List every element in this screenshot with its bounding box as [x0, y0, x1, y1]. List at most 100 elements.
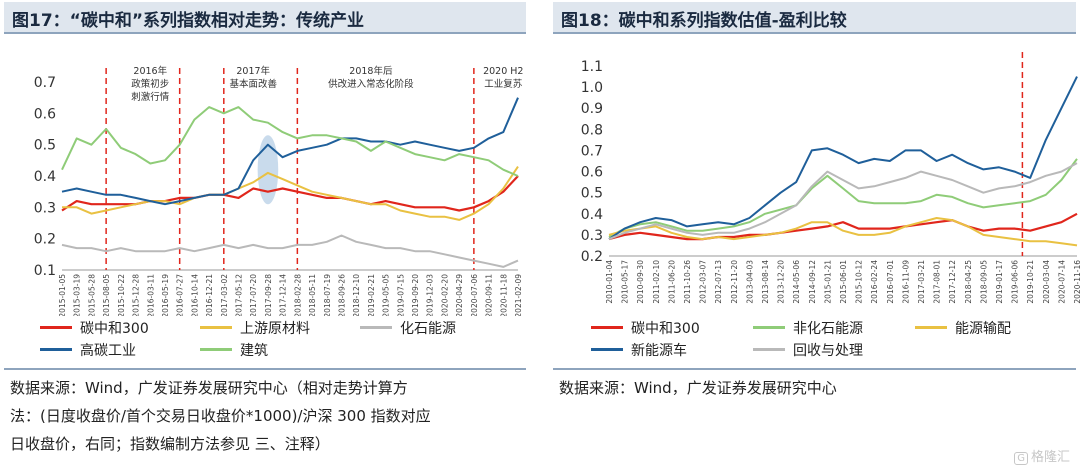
legend-swatch [915, 326, 947, 329]
x-tick-label: 2018-04-25 [964, 260, 973, 304]
right-title-bar: 图18：碳中和系列指数估值-盈利比较 [553, 2, 1076, 34]
x-tick-label: 2018-09-26 [337, 274, 346, 316]
period-annotation: 基本面改善 [229, 78, 277, 90]
x-tick-label: 2014-09-12 [808, 260, 817, 304]
x-tick-label: 2015-05-28 [87, 274, 96, 316]
series-line-yellow [608, 217, 1078, 247]
series-line-blue [61, 97, 519, 206]
x-tick-label: 2016-10-14 [190, 274, 199, 316]
left-source-line-3: 日收盘价，右同；指数编制方法参见 三、注释） [10, 435, 330, 453]
right-legend: 碳中和300 非化石能源 能源输配 新能源车 回收与处理 [549, 318, 1080, 362]
y-tick-label: 0.1 [34, 263, 56, 279]
legend-label: 建筑 [240, 343, 268, 359]
legend-swatch [40, 348, 72, 351]
period-annotation: 2016年 [133, 65, 167, 77]
series-line-yellow [62, 166, 519, 221]
x-tick-label: 2018-02-28 [293, 274, 302, 316]
left-source-line-1: 数据来源：Wind，广发证券发展研究中心（相对走势计算方 [10, 379, 408, 397]
x-tick-label: 2016-12-21 [205, 274, 214, 316]
x-tick-label: 2015-10-22 [117, 274, 126, 316]
highlight-ellipse [257, 135, 279, 205]
legend-label: 高碳工业 [80, 343, 136, 359]
period-annotation: 2017年 [236, 65, 270, 77]
left-chart-title: 图17：“碳中和”系列指数相对走势：传统产业 [12, 11, 365, 31]
series-line-gray [608, 162, 1078, 241]
left-source-note: 数据来源：Wind，广发证券发展研究中心（相对走势计算方 法：(日度收盘价/首个… [10, 374, 431, 458]
legend-swatch [753, 348, 785, 351]
x-tick-label: 2019-12-03 [426, 274, 435, 316]
x-tick-label: 2020-04-29 [455, 274, 464, 316]
watermark-logo-icon: G [1014, 452, 1028, 465]
legend-swatch [591, 326, 623, 329]
x-tick-label: 2020-07-06 [470, 274, 479, 316]
right-chart-title: 图18：碳中和系列指数估值-盈利比较 [561, 11, 847, 31]
x-tick-label: 2013-08-14 [761, 260, 770, 304]
x-tick-label: 2017-03-21 [917, 260, 926, 304]
x-tick-label: 2020-09-11 [485, 274, 494, 316]
x-tick-label: 2015-10-12 [855, 260, 864, 304]
legend-swatch [591, 348, 623, 351]
x-tick-label: 2010-09-30 [636, 260, 645, 304]
watermark-text: 格隆汇 [1030, 450, 1070, 465]
right-figure-panel: 图18：碳中和系列指数估值-盈利比较 0.2 0.3 0.4 0.5 0.6 0.7 0.8… [549, 0, 1080, 469]
legend-label: 碳中和300 [631, 321, 700, 337]
x-tick-label: 2013-12-20 [777, 260, 786, 304]
x-tick-label: 2021-02-09 [514, 274, 523, 316]
legend-swatch [360, 326, 392, 329]
y-tick-label: 0.7 [581, 143, 603, 159]
y-tick-label: 0.3 [34, 200, 56, 216]
left-title-bar: 图17：“碳中和”系列指数相对走势：传统产业 [4, 2, 526, 34]
x-tick-label: 2019-07-15 [396, 274, 405, 316]
x-tick-label: 2015-06-01 [839, 260, 848, 304]
x-tick-label: 2019-05-05 [382, 274, 391, 316]
left-legend: 碳中和300 上游原材料 化石能源 高碳工业 建筑 [0, 318, 530, 362]
x-tick-label: 2013-04-03 [745, 260, 754, 304]
x-tick-label: 2018-12-10 [352, 274, 361, 316]
x-tick-label: 2017-03-02 [220, 274, 229, 316]
x-tick-label: 2016-07-01 [886, 260, 895, 304]
y-tick-label: 0.4 [581, 207, 603, 223]
x-tick-label: 2010-05-17 [621, 260, 630, 304]
y-tick-label: 0.2 [34, 232, 56, 248]
legend-swatch [753, 326, 785, 329]
x-tick-label: 2015-08-05 [102, 274, 111, 316]
x-tick-label: 2017-12-14 [279, 274, 288, 316]
x-tick-label: 2016-02-24 [870, 260, 879, 304]
y-tick-label: 0.5 [581, 186, 603, 202]
x-tick-label: 2017-08-01 [933, 260, 942, 304]
legend-label: 新能源车 [631, 343, 687, 359]
y-tick-label: 0.6 [34, 106, 56, 122]
right-source-rule [553, 368, 1076, 370]
y-tick-label: 1.1 [581, 59, 603, 75]
period-annotation: 供改进入常态化阶段 [328, 78, 414, 90]
y-tick-label: 0.3 [581, 228, 603, 244]
period-annotation: 刺激行情 [131, 91, 170, 103]
x-tick-label: 2016-07-27 [176, 274, 185, 316]
legend-label: 上游原材料 [240, 321, 310, 337]
x-tick-label: 2015-01-21 [823, 260, 832, 304]
legend-label: 化石能源 [400, 321, 456, 337]
left-source-rule [4, 368, 526, 370]
x-tick-label: 2010-01-04 [605, 260, 614, 304]
x-tick-label: 2011-10-26 [683, 260, 692, 304]
y-tick-label: 0.6 [581, 165, 603, 181]
series-line-green [61, 106, 519, 177]
left-figure-panel: 图17：“碳中和”系列指数相对走势：传统产业 0.1 0.2 0.3 0.4 0.5 0.… [0, 0, 530, 469]
x-tick-label: 2017-12-12 [948, 260, 957, 304]
x-tick-label: 2016-05-19 [161, 274, 170, 316]
x-tick-label: 2020-03-04 [1042, 260, 1051, 304]
series-line-green [608, 158, 1078, 238]
y-tick-label: 0.7 [34, 75, 56, 91]
y-tick-label: 0.4 [34, 169, 56, 185]
x-tick-label: 2017-05-12 [235, 274, 244, 316]
x-tick-label: 2015-03-19 [73, 274, 82, 316]
x-tick-label: 2017-07-20 [249, 274, 258, 316]
x-tick-label: 2012-07-13 [714, 260, 723, 304]
legend-label: 回收与处理 [793, 343, 863, 359]
legend-swatch [200, 326, 232, 329]
y-tick-label: 0.9 [581, 101, 603, 117]
right-source-note: 数据来源：Wind，广发证券发展研究中心 [559, 374, 837, 402]
x-tick-label: 2020-02-20 [440, 274, 449, 316]
y-tick-label: 0.5 [34, 138, 56, 154]
series-line-gray [61, 234, 519, 268]
